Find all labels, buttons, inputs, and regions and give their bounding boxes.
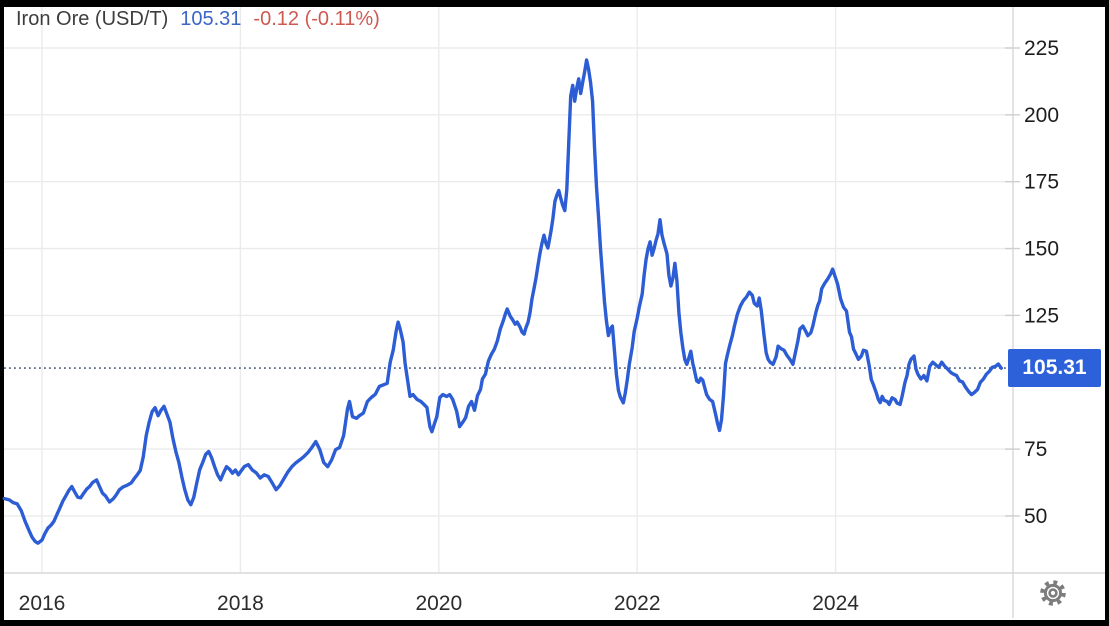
y-axis-label: 175 <box>1024 171 1059 194</box>
chart-panel <box>4 7 1105 620</box>
y-axis-label: 125 <box>1024 304 1059 327</box>
y-axis-label: 150 <box>1024 238 1059 261</box>
price-change: -0.12 (-0.11%) <box>253 7 380 30</box>
last-price: 105.31 <box>180 7 242 30</box>
y-axis-label: 225 <box>1024 37 1059 60</box>
x-axis-label: 2016 <box>19 592 66 615</box>
current-price-badge: 105.31 <box>1008 349 1101 388</box>
instrument-title: Iron Ore (USD/T) <box>16 7 169 30</box>
price-series-line <box>2 58 1003 545</box>
settings-gear-icon[interactable] <box>1036 576 1070 610</box>
chart-header: Iron Ore (USD/T) 105.31 -0.12 (-0.11%) <box>16 3 380 35</box>
x-axis-label: 2022 <box>614 592 661 615</box>
y-axis-label: 75 <box>1024 438 1047 461</box>
x-axis-label: 2020 <box>415 592 462 615</box>
x-axis-label: 2024 <box>812 592 859 615</box>
y-axis-label: 200 <box>1024 104 1059 127</box>
x-axis-label: 2018 <box>217 592 264 615</box>
y-axis-label: 50 <box>1024 505 1047 528</box>
